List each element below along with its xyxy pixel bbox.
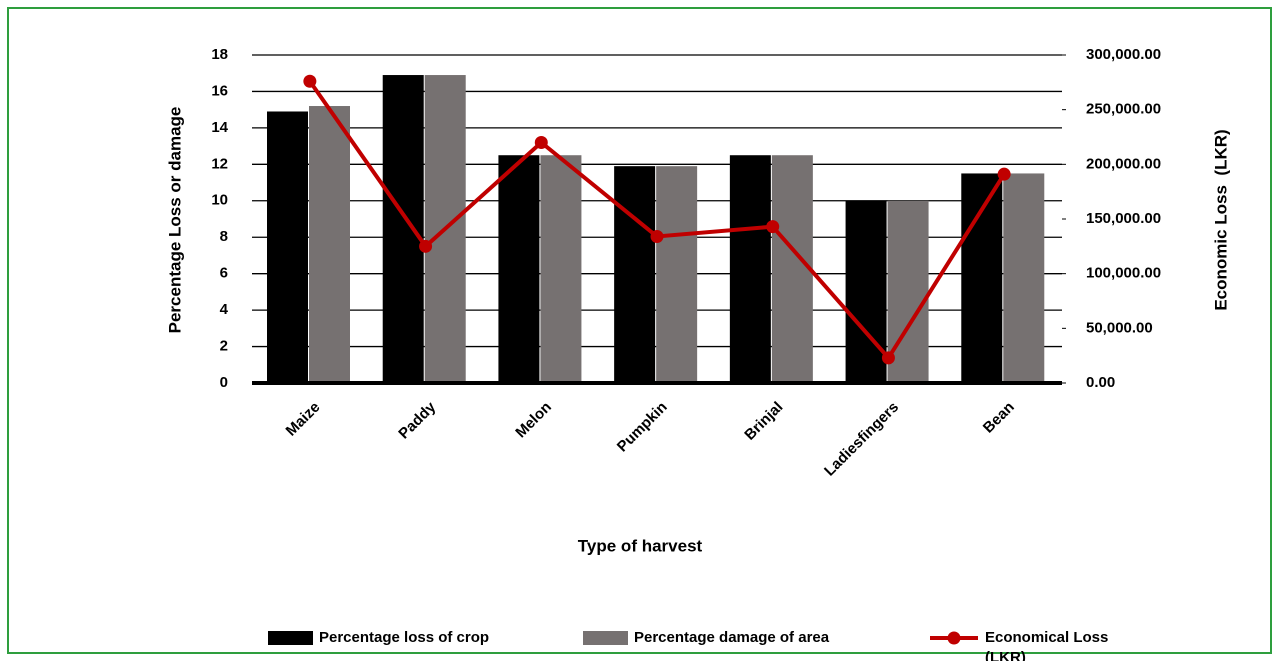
bar: [267, 111, 308, 383]
x-tick-label: Pumpkin: [614, 399, 671, 456]
y-tick-label: 6: [220, 265, 228, 282]
legend-swatch: [268, 631, 313, 645]
y2-tick-label: 200,000.00: [1086, 155, 1161, 172]
y-tick-label: 4: [220, 301, 229, 318]
bar: [961, 173, 1003, 383]
y-axis-title: Percentage Loss or damage: [165, 107, 184, 334]
bar: [540, 155, 582, 383]
y-tick-label: 16: [211, 82, 228, 99]
x-tick-label: Melon: [512, 399, 555, 442]
bar: [729, 155, 771, 383]
x-tick-label: Paddy: [395, 398, 439, 442]
y-tick-label: 18: [211, 46, 228, 63]
bar: [1003, 173, 1045, 383]
x-axis-title: Type of harvest: [578, 536, 703, 555]
y-tick-label: 2: [220, 338, 228, 355]
bar: [309, 106, 350, 384]
x-tick-label: Ladiesfingers: [821, 399, 902, 480]
legend-label: Percentage loss of crop: [319, 629, 490, 646]
y2-axis-title: Economic Loss (LKR): [1211, 129, 1230, 310]
y-tick-label: 14: [211, 119, 228, 136]
bar: [382, 75, 424, 384]
y2-tick-label: 300,000.00: [1086, 46, 1161, 63]
y-tick-label: 10: [211, 192, 228, 209]
x-tick-label: Bean: [980, 399, 1018, 437]
y-tick-label: 12: [211, 155, 228, 172]
y2-tick-label: 0.00: [1086, 374, 1115, 391]
legend-label: Economical Loss (LKR): [985, 629, 1109, 661]
line-point: [881, 351, 895, 365]
x-tick-label: Maize: [283, 399, 324, 440]
bar: [771, 155, 813, 383]
line-point: [419, 239, 433, 253]
line-point: [997, 167, 1011, 181]
bar: [656, 166, 698, 383]
y2-tick-label: 250,000.00: [1086, 101, 1161, 118]
y-tick-label: 8: [220, 228, 228, 245]
line-point: [766, 220, 780, 234]
y2-tick-label: 50,000.00: [1086, 319, 1153, 336]
legend-swatch: [583, 631, 628, 645]
x-tick-label: Brinjal: [741, 399, 786, 444]
y-tick-label: 0: [220, 374, 228, 391]
line-point: [303, 74, 317, 88]
bar: [887, 200, 929, 383]
line-point: [534, 135, 548, 149]
bar: [845, 200, 887, 383]
legend-label: Percentage damage of area: [634, 629, 830, 646]
frame: [7, 7, 1272, 654]
bar: [614, 166, 656, 383]
y2-tick-label: 150,000.00: [1086, 210, 1161, 227]
bar: [498, 155, 540, 383]
line-point: [650, 229, 664, 243]
y2-tick-label: 100,000.00: [1086, 265, 1161, 282]
legend-swatch: [947, 631, 961, 645]
